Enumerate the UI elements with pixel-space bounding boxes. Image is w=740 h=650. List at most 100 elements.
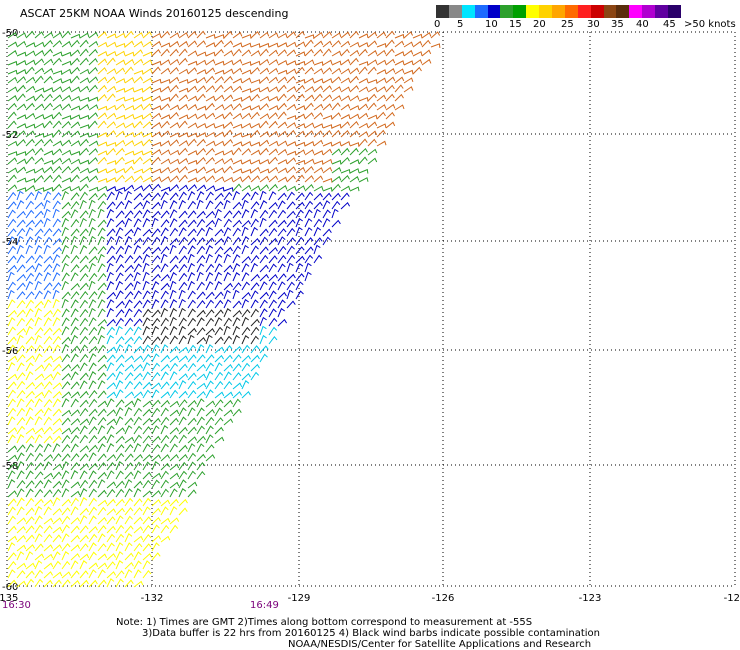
wind-barb	[97, 562, 108, 570]
wind-barb	[52, 129, 62, 138]
wind-barb	[7, 218, 17, 228]
wind-barb	[79, 308, 89, 318]
wind-barb	[187, 489, 197, 498]
wind-barb	[7, 228, 17, 237]
wind-barb	[43, 373, 54, 381]
wind-barb	[160, 407, 169, 417]
wind-barb	[88, 186, 99, 192]
wind-barb	[187, 334, 195, 345]
wind-barb	[106, 299, 115, 309]
wind-barb	[169, 209, 178, 219]
wind-barb	[52, 263, 61, 273]
wind-barb	[151, 542, 160, 552]
wind-barb	[34, 307, 43, 318]
wind-barb	[97, 408, 107, 417]
wind-barb	[268, 263, 277, 273]
wind-barb	[322, 115, 333, 120]
wind-barb	[331, 40, 342, 48]
wind-barb	[88, 398, 98, 408]
legend-label: 15	[509, 19, 522, 30]
wind-barb	[178, 470, 188, 480]
wind-barb	[124, 471, 134, 480]
wind-barb	[79, 525, 89, 534]
wind-barb	[151, 105, 162, 111]
wind-barb	[133, 381, 143, 390]
wind-barb	[178, 281, 188, 291]
wind-barb	[70, 391, 81, 399]
wind-barb	[7, 130, 18, 138]
wind-barb	[61, 130, 72, 138]
wind-barb	[277, 159, 288, 165]
wind-barb	[340, 86, 351, 93]
wind-barb	[34, 416, 43, 426]
wind-barb	[61, 398, 70, 408]
wind-barb	[88, 57, 98, 66]
wind-barb	[277, 192, 287, 201]
wind-barb	[268, 299, 277, 309]
wind-barb	[205, 42, 216, 48]
wind-barb	[142, 96, 153, 102]
wind-barb	[34, 167, 45, 174]
wind-barb	[268, 76, 279, 84]
wind-barb	[169, 355, 180, 363]
wind-barb	[160, 399, 170, 408]
wind-barb	[124, 425, 133, 435]
wind-barb	[88, 307, 96, 318]
wind-barb	[259, 308, 268, 318]
wind-barb	[214, 371, 224, 381]
wind-barb	[313, 192, 323, 201]
wind-barb	[232, 132, 243, 138]
wind-barb	[115, 399, 125, 408]
wind-barb	[16, 299, 26, 309]
wind-barb	[7, 184, 18, 192]
wind-barb	[187, 228, 197, 237]
wind-barb	[97, 150, 108, 156]
wind-barb	[34, 553, 45, 561]
wind-barb	[16, 317, 26, 327]
wind-barb	[178, 184, 189, 192]
wind-barb	[304, 149, 315, 156]
wind-barb	[385, 30, 395, 39]
wind-barb	[259, 200, 268, 210]
wind-barb	[106, 409, 117, 417]
wind-barb	[232, 42, 243, 48]
wind-barb	[196, 218, 206, 228]
wind-barb	[142, 262, 150, 273]
wind-barb	[16, 506, 25, 516]
wind-barb	[133, 58, 144, 66]
wind-barb	[133, 454, 143, 462]
wind-barb	[43, 461, 52, 471]
wind-barb	[25, 272, 35, 282]
wind-barb	[205, 67, 216, 75]
wind-barb	[61, 190, 69, 201]
wind-barb	[70, 525, 80, 534]
wind-barb	[322, 228, 332, 237]
wind-barb	[151, 40, 162, 48]
wind-barb	[106, 318, 116, 327]
wind-barb	[124, 391, 135, 399]
wind-barb	[268, 317, 278, 327]
wind-barb	[295, 93, 305, 102]
wind-barb	[88, 280, 96, 291]
wind-barb	[151, 325, 159, 336]
wind-barb	[340, 58, 351, 66]
wind-barb	[106, 255, 116, 264]
wind-barb	[52, 103, 63, 111]
wind-barb	[223, 246, 233, 255]
wind-barb	[106, 121, 117, 129]
wind-barb	[196, 337, 207, 345]
wind-barb	[223, 364, 233, 372]
wind-barb	[115, 219, 125, 228]
wind-barb	[214, 131, 225, 138]
wind-barb	[52, 571, 63, 579]
wind-barb	[34, 201, 44, 210]
wind-barb	[169, 32, 180, 39]
wind-barb	[61, 543, 71, 552]
wind-barb	[7, 470, 16, 480]
wind-barb	[349, 159, 360, 165]
wind-barb	[124, 497, 134, 507]
wind-barb	[331, 141, 342, 147]
wind-barb	[52, 517, 63, 525]
wind-barb	[70, 381, 80, 390]
wind-barb	[79, 77, 90, 84]
